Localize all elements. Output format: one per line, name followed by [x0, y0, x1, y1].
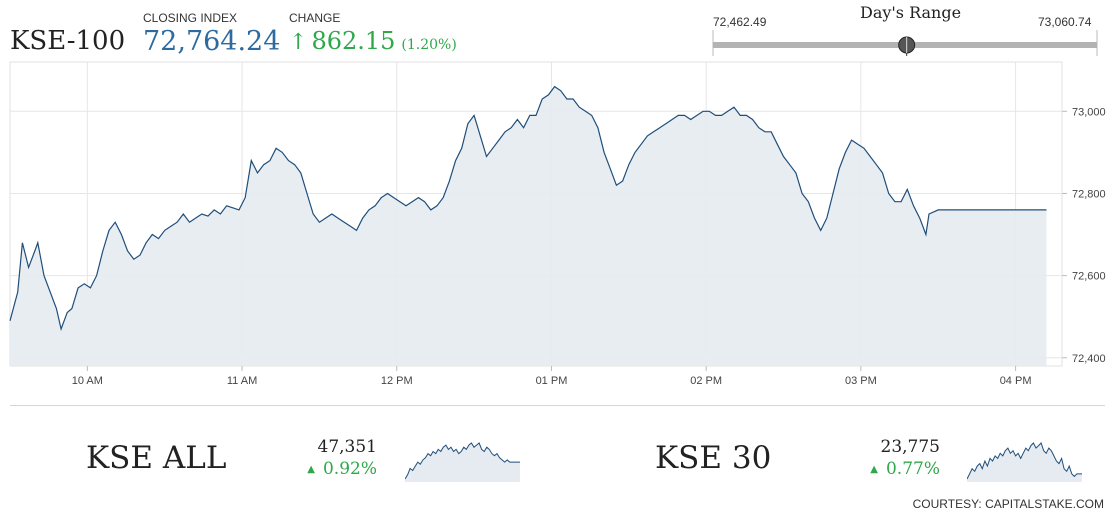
y-tick-label: 72,600	[1072, 271, 1106, 283]
kse-all-change: ▲ 0.92%	[287, 459, 377, 479]
y-tick-label: 72,800	[1072, 188, 1106, 200]
x-tick-label: 04 PM	[1000, 375, 1032, 387]
x-tick-label: 12 PM	[381, 375, 413, 387]
courtesy-credit: COURTESY: CAPITALSTAKE.COM	[912, 497, 1104, 511]
x-tick-label: 01 PM	[536, 375, 568, 387]
days-range-title: Day's Range	[860, 3, 962, 22]
y-axis: 72,400 72,600 72,800 73,000	[1062, 106, 1106, 365]
closing-index-label: CLOSING INDEX	[143, 11, 238, 25]
days-range-marker	[898, 36, 916, 56]
section-divider	[10, 405, 1105, 406]
price-area	[10, 86, 1047, 366]
kse-all-name: KSE ALL	[86, 440, 227, 476]
y-tick-label: 73,000	[1072, 106, 1106, 118]
sparkline-line	[967, 442, 1082, 480]
days-range-high: 73,060.74	[1038, 15, 1092, 29]
price-line	[9, 85, 1047, 332]
kse-30-change-pct: 0.77%	[885, 459, 940, 479]
kse-all-sparkline	[405, 442, 520, 482]
kse-all-value: 47,351	[317, 437, 377, 457]
up-triangle-icon: ▲	[307, 464, 315, 475]
kse-30-sparkline	[967, 442, 1082, 482]
kse-30-value: 23,775	[880, 437, 940, 457]
days-range-bar	[712, 30, 1098, 56]
days-range-low: 72,462.49	[713, 15, 767, 29]
up-triangle-icon: ▲	[870, 464, 878, 475]
x-axis: 10 AM 11 AM 12 PM 01 PM 02 PM 03 PM 04 PM	[72, 366, 1032, 387]
sparkline-line	[405, 442, 520, 480]
change-percent: (1.20%)	[401, 37, 457, 53]
kse-30-name: KSE 30	[655, 440, 772, 476]
sparkline-area	[967, 443, 1082, 482]
x-tick-label: 02 PM	[690, 375, 722, 387]
y-tick-label: 72,400	[1072, 353, 1106, 365]
closing-index-value: 72,764.24	[143, 26, 281, 57]
x-tick-label: 03 PM	[845, 375, 877, 387]
change-label: CHANGE	[289, 11, 341, 25]
index-name: KSE-100	[10, 26, 126, 56]
x-tick-label: 10 AM	[72, 375, 103, 387]
up-arrow-icon: ↑	[289, 30, 308, 55]
change-block: ↑ 862.15 (1.20%)	[289, 27, 457, 55]
kse-30-change: ▲ 0.77%	[850, 459, 940, 479]
x-tick-label: 11 AM	[227, 375, 257, 387]
kse-all-change-pct: 0.92%	[322, 459, 377, 479]
kse100-intraday-chart: 72,400 72,600 72,800 73,000 10 AM 11 AM 12 PM…	[9, 61, 1106, 387]
change-value: 862.15	[311, 27, 396, 55]
